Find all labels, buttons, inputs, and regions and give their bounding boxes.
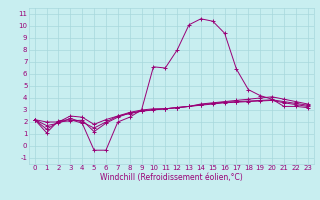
X-axis label: Windchill (Refroidissement éolien,°C): Windchill (Refroidissement éolien,°C) — [100, 173, 243, 182]
